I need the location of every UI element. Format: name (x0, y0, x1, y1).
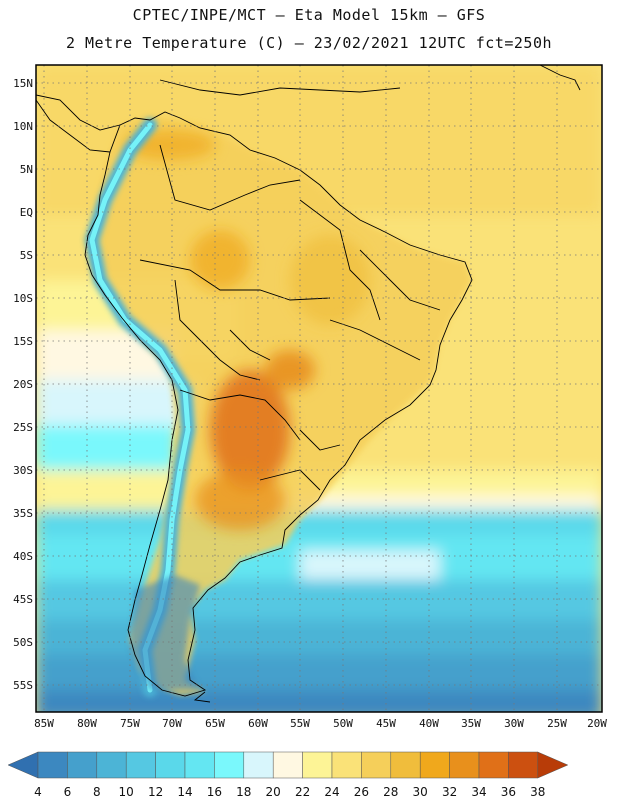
temperature-field (36, 65, 602, 712)
lat-label: 15N (13, 77, 33, 90)
colorbar-swatch (155, 751, 186, 779)
lat-label: 45S (13, 593, 33, 606)
colorbar-swatch (508, 751, 539, 779)
colorbar-label: 16 (207, 785, 222, 799)
colorbar-arrow-high (537, 751, 569, 779)
lat-label: EQ (20, 206, 33, 219)
temperature-map: 15N 10N 5N EQ 5S 10S 15S 20S 25S 30S 35S… (13, 64, 607, 730)
colorbar-swatch (125, 751, 156, 779)
colorbar-label: 18 (236, 785, 251, 799)
lon-label: 85W (34, 717, 54, 730)
colorbar-label: 20 (266, 785, 281, 799)
lat-label: 30S (13, 464, 33, 477)
lon-label: 40W (419, 717, 439, 730)
colorbar: 4 6 8 10 12 14 16 18 20 22 24 26 28 30 32 34 36 38 (7, 751, 569, 799)
lon-label: 50W (333, 717, 353, 730)
colorbar-swatch (419, 751, 450, 779)
colorbar-label: 26 (354, 785, 369, 799)
colorbar-label: 38 (530, 785, 545, 799)
lat-label: 5S (20, 249, 33, 262)
lat-label: 10S (13, 292, 33, 305)
lat-label: 35S (13, 507, 33, 520)
lat-label: 25S (13, 421, 33, 434)
graticule (36, 65, 602, 712)
colorbar-swatch (37, 751, 68, 779)
lat-label: 20S (13, 378, 33, 391)
lon-label: 80W (77, 717, 97, 730)
lat-label: 40S (13, 550, 33, 563)
lon-label: 25W (547, 717, 567, 730)
lat-label: 55S (13, 679, 33, 692)
colorbar-label: 30 (413, 785, 428, 799)
colorbar-swatch (390, 751, 421, 779)
longitude-labels: 85W 80W 75W 70W 65W 60W 55W 50W 45W 40W … (34, 717, 607, 730)
colorbar-labels: 4 6 8 10 12 14 16 18 20 22 24 26 28 30 32 34 36 38 (34, 785, 545, 799)
colorbar-swatch (272, 751, 303, 779)
colorbar-swatch (302, 751, 333, 779)
lon-label: 75W (120, 717, 140, 730)
lon-label: 30W (504, 717, 524, 730)
lat-label: 5N (20, 163, 33, 176)
colorbar-label: 14 (177, 785, 192, 799)
colorbar-label: 34 (471, 785, 486, 799)
latitude-labels: 15N 10N 5N EQ 5S 10S 15S 20S 25S 30S 35S… (13, 77, 33, 692)
lon-label: 70W (162, 717, 182, 730)
lon-label: 45W (376, 717, 396, 730)
colorbar-label: 32 (442, 785, 457, 799)
colorbar-swatch (361, 751, 392, 779)
colorbar-label: 24 (324, 785, 339, 799)
colorbar-label: 8 (93, 785, 101, 799)
colorbar-swatch (243, 751, 274, 779)
colorbar-label: 12 (148, 785, 163, 799)
lon-label: 35W (461, 717, 481, 730)
colorbar-label: 4 (34, 785, 42, 799)
colorbar-label: 22 (295, 785, 310, 799)
colorbar-label: 36 (501, 785, 516, 799)
colorbar-swatch (67, 751, 98, 779)
lon-label: 65W (205, 717, 225, 730)
colorbar-swatch (184, 751, 215, 779)
lat-label: 50S (13, 636, 33, 649)
colorbar-swatch (331, 751, 362, 779)
colorbar-swatches (7, 751, 569, 779)
colorbar-swatch (96, 751, 127, 779)
lat-label: 15S (13, 335, 33, 348)
map-frame (35, 64, 603, 713)
colorbar-label: 28 (383, 785, 398, 799)
coastlines-and-borders (36, 65, 581, 703)
lon-label: 60W (248, 717, 268, 730)
colorbar-swatch (449, 751, 480, 779)
map-title-line1: CPTEC/INPE/MCT – Eta Model 15km – GFS (132, 6, 486, 24)
lon-label: 20W (587, 717, 607, 730)
colorbar-swatch (214, 751, 245, 779)
lat-label: 10N (13, 120, 33, 133)
colorbar-arrow-low (7, 751, 39, 779)
colorbar-swatch (478, 751, 509, 779)
map-title-line2: 2 Metre Temperature (C) – 23/02/2021 12U… (65, 34, 553, 52)
colorbar-label: 6 (64, 785, 72, 799)
colorbar-label: 10 (119, 785, 134, 799)
lon-label: 55W (290, 717, 310, 730)
